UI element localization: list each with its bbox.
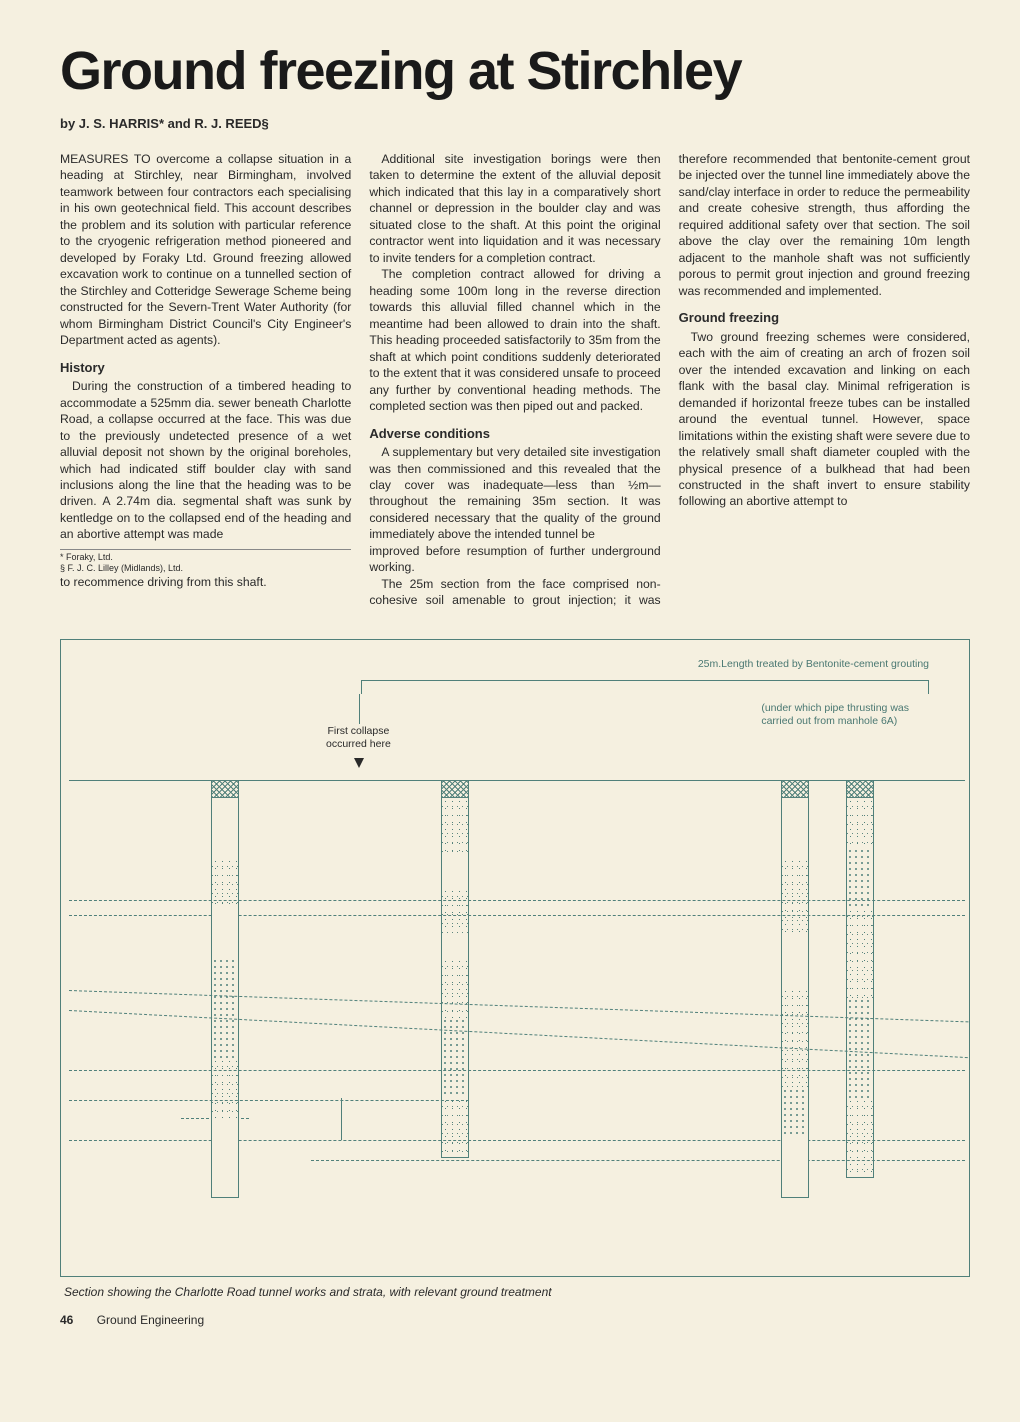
- stratum-line: [69, 1100, 469, 1101]
- stratum-hatch: [211, 780, 239, 798]
- body-columns: MEASURES TO overcome a collapse situatio…: [60, 151, 970, 621]
- arrow-down-icon: [354, 758, 364, 768]
- stratum-segment: [441, 798, 469, 853]
- stratum-segment: [846, 998, 874, 1098]
- stratum-segment: [441, 888, 469, 933]
- stratum-segment: [781, 938, 809, 988]
- section-heading-adverse: Adverse conditions: [369, 425, 660, 443]
- stratum-segment: [846, 1098, 874, 1178]
- footnote: * Foraky, Ltd.: [60, 552, 351, 563]
- bracket-line: [361, 680, 929, 681]
- leader-line: [359, 694, 360, 724]
- paragraph: A supplementary but very detailed site i…: [369, 444, 660, 543]
- stratum-line: [69, 1140, 965, 1141]
- stratum-hatch: [846, 780, 874, 798]
- stratum-segment: [211, 958, 239, 1058]
- borehole-log: [846, 780, 874, 1200]
- stratum-line: [69, 900, 965, 901]
- page: Ground freezing at Stirchley by J. S. HA…: [0, 0, 1020, 1347]
- paragraph: The completion contract allowed for driv…: [369, 266, 660, 414]
- figure-label-25m: 25m.Length treated by Bentonite-cement g…: [698, 658, 929, 671]
- paragraph: to recommence driving from this shaft.: [60, 574, 351, 590]
- stratum-segment: [441, 958, 469, 1018]
- stratum-segment: [781, 1138, 809, 1198]
- stratum-segment: [441, 853, 469, 888]
- byline: by J. S. HARRIS* and R. J. REED§: [60, 116, 970, 131]
- figure-caption: Section showing the Charlotte Road tunne…: [64, 1285, 970, 1299]
- section-heading-history: History: [60, 359, 351, 377]
- borehole-log: [781, 780, 809, 1220]
- journal-name: Ground Engineering: [97, 1313, 204, 1327]
- paragraph: Additional site investigation borings we…: [369, 151, 660, 266]
- stratum-hatch: [441, 780, 469, 798]
- stratum-segment: [211, 908, 239, 958]
- stratum-segment: [846, 908, 874, 998]
- stratum-segment: [846, 798, 874, 848]
- stratum-line: [69, 915, 965, 916]
- borehole-log: [441, 780, 469, 1180]
- borehole-log: [211, 780, 239, 1220]
- figure-label-collapse: First collapse occurred here: [326, 725, 391, 750]
- section-heading-freezing: Ground freezing: [679, 309, 970, 327]
- stratum-segment: [211, 858, 239, 908]
- bracket-drop: [928, 680, 929, 694]
- paragraph: improved before resumption of further un…: [369, 543, 660, 576]
- stratum-segment: [441, 1098, 469, 1158]
- footnote-rule: [60, 549, 351, 550]
- stratum-segment: [441, 1018, 469, 1098]
- stratum-step: [341, 1098, 342, 1140]
- bracket-drop: [361, 680, 362, 694]
- figure-label-thrust: (under which pipe thrusting was carried …: [761, 702, 909, 727]
- ground-surface-line: [69, 780, 965, 781]
- stratum-segment: [781, 988, 809, 1088]
- stratum-segment: [211, 1118, 239, 1198]
- stratum-segment: [781, 858, 809, 938]
- page-footer: 46 Ground Engineering: [60, 1313, 970, 1327]
- paragraph: MEASURES TO overcome a collapse situatio…: [60, 151, 351, 349]
- stratum-segment: [781, 798, 809, 858]
- paragraph: Two ground freezing schemes were conside…: [679, 329, 970, 510]
- footnote: § F. J. C. Lilley (Midlands), Ltd.: [60, 563, 351, 574]
- article-title: Ground freezing at Stirchley: [60, 40, 970, 102]
- paragraph: During the construction of a timbered he…: [60, 378, 351, 543]
- stratum-segment: [211, 1058, 239, 1118]
- page-number: 46: [60, 1313, 73, 1327]
- stratum-segment: [846, 848, 874, 908]
- stratum-hatch: [781, 780, 809, 798]
- stratum-segment: [211, 798, 239, 858]
- figure-section-diagram: 25m.Length treated by Bentonite-cement g…: [60, 639, 970, 1277]
- stratum-line: [69, 1070, 965, 1071]
- stratum-segment: [781, 1088, 809, 1138]
- stratum-segment: [441, 933, 469, 958]
